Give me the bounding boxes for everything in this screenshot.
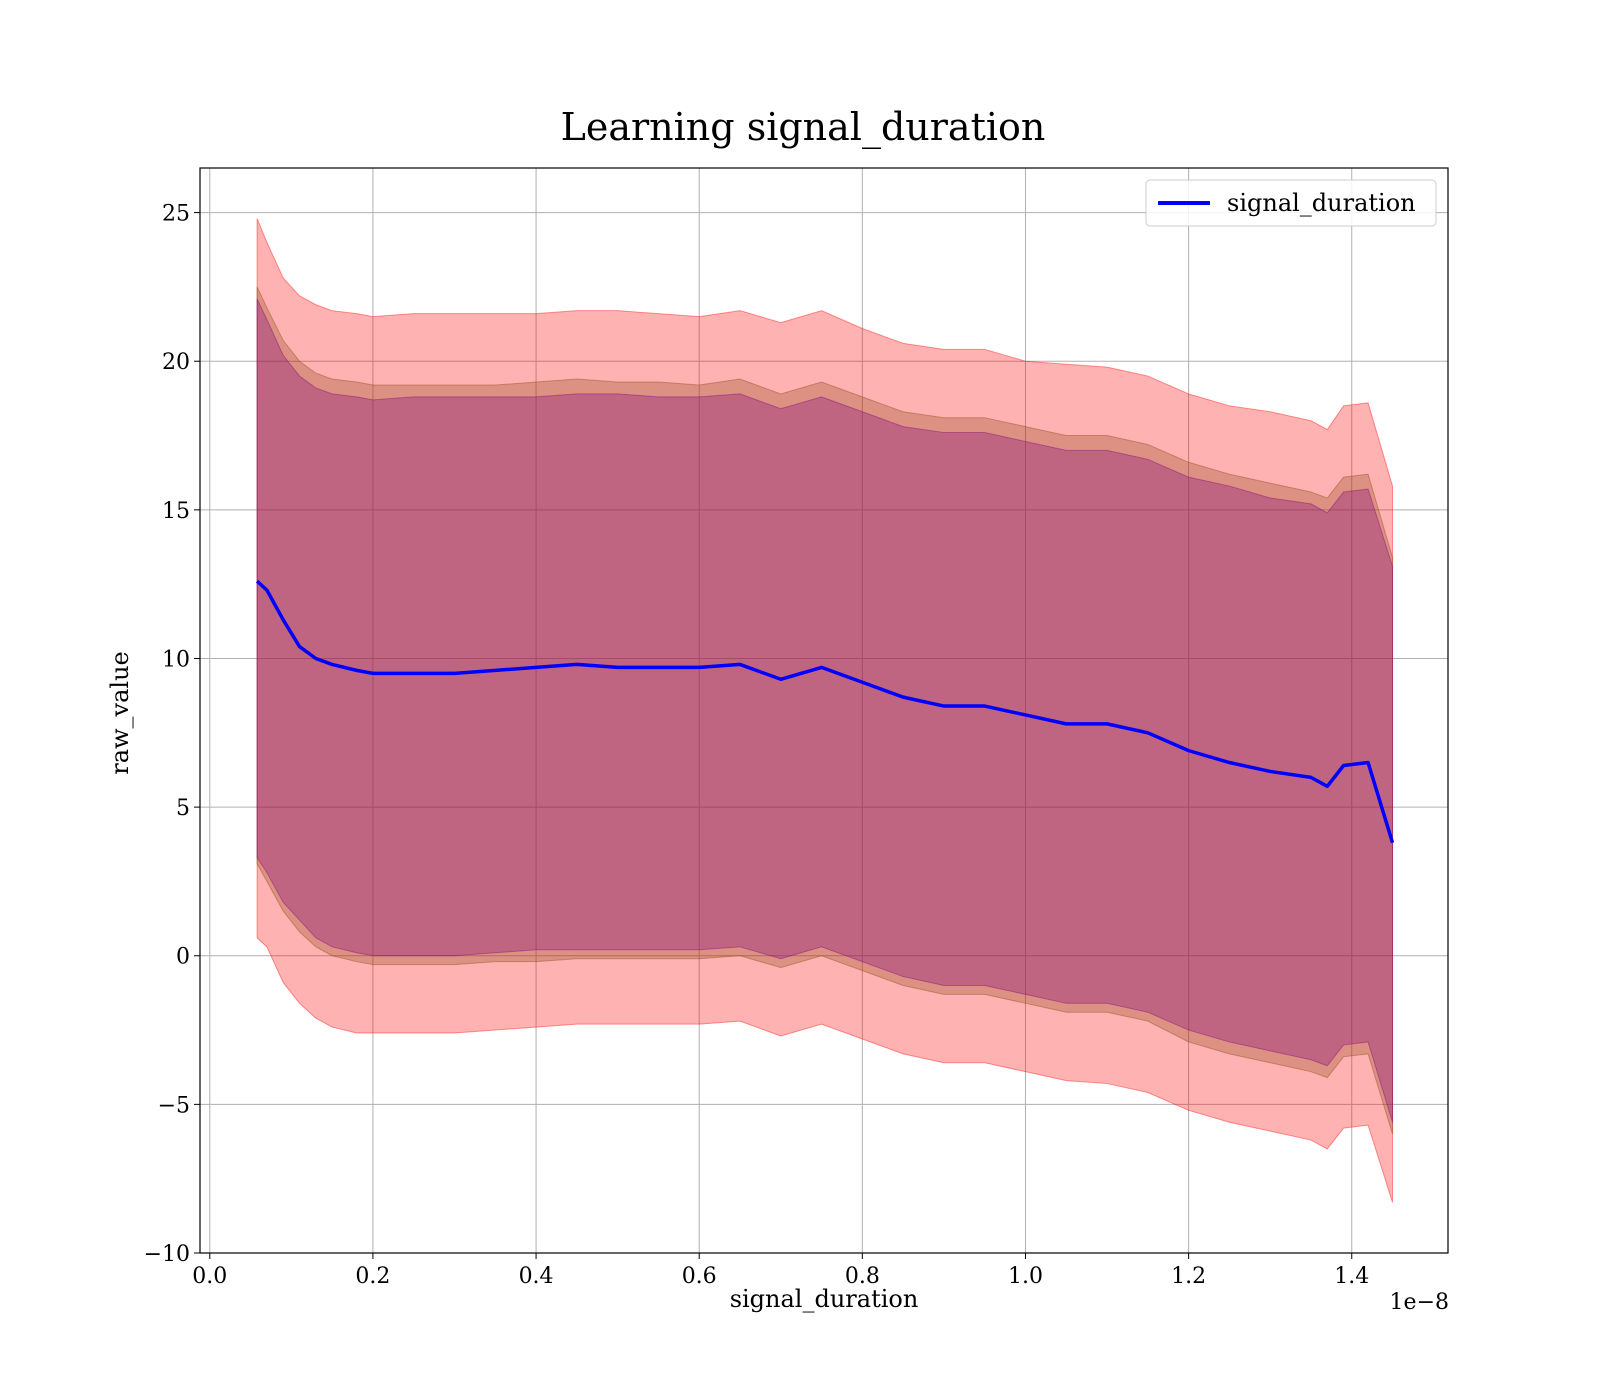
x-tick-label: 0.2 [355,1264,390,1289]
legend-label-signal-duration: signal_duration [1227,189,1416,217]
confidence-bands [256,218,1394,1203]
x-tick-label: 1.4 [1334,1264,1369,1289]
legend-frame [1145,179,1437,227]
chart-title: Learning signal_duration [561,105,1046,150]
series-line-signal-duration [255,579,1395,844]
y-tick-label: −10 [144,1242,190,1267]
y-axis-ticks: −10 −5 0 5 10 15 20 25 [144,202,200,1267]
x-tick-label: 0.4 [519,1264,554,1289]
x-axis-ticks: 0.0 0.2 0.4 0.6 0.8 1.0 1.2 1.4 [192,1253,1369,1289]
x-axis-label: signal_duration [730,1285,919,1313]
x-axis-offset-text: 1e−8 [1390,1290,1449,1315]
x-tick-label: 1.0 [1008,1264,1043,1289]
series-lines [255,579,1395,844]
legend: signal_duration [1145,179,1437,227]
y-tick-label: 5 [176,796,190,821]
y-tick-label: 25 [162,202,190,227]
y-tick-label: −5 [158,1093,190,1118]
y-tick-label: 20 [162,350,190,375]
y-axis-label: raw_value [106,651,134,775]
grid-lines [200,168,1448,1254]
x-tick-label: 1.2 [1171,1264,1206,1289]
band-middle-band [256,286,1394,1135]
plot-area-frame [199,167,1449,1254]
y-tick-label: 0 [176,945,190,970]
x-tick-label: 0.0 [192,1264,227,1289]
x-tick-label: 0.8 [845,1264,880,1289]
band-inner-band [256,298,1394,1123]
y-tick-label: 10 [162,647,190,672]
x-tick-label: 0.6 [682,1264,717,1289]
y-tick-label: 15 [162,499,190,524]
band-outer-band [256,218,1394,1203]
